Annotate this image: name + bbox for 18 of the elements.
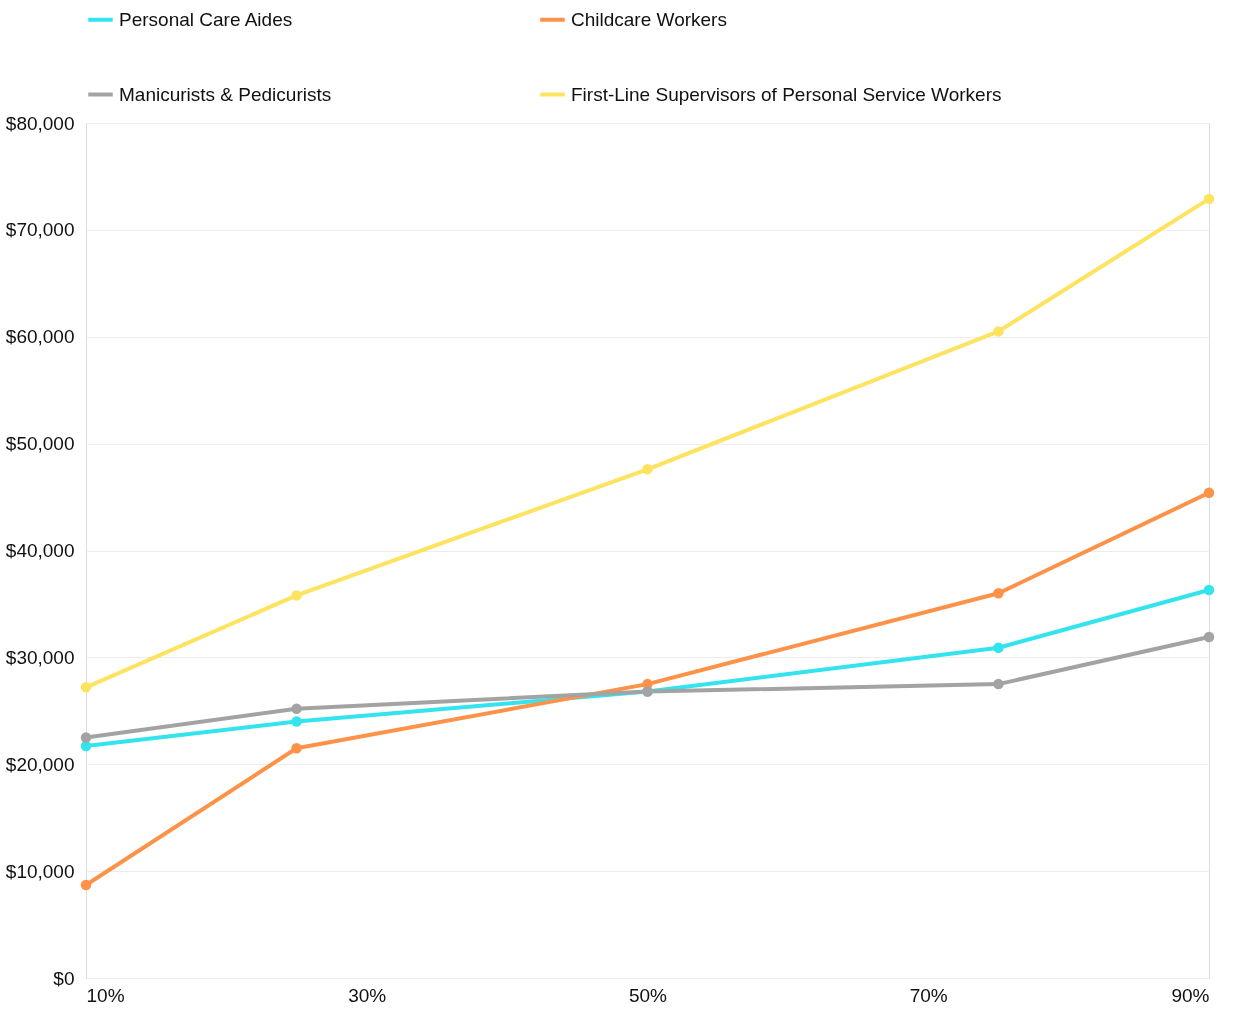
y-tick-label: $30,000 xyxy=(5,646,75,668)
x-tick-label: 70% xyxy=(909,984,948,1006)
y-tick-label: $40,000 xyxy=(5,540,75,561)
y-tick-label: $60,000 xyxy=(5,326,75,348)
y-tick-label: $70,000 xyxy=(5,219,75,241)
y-tick-label: $80,000 xyxy=(5,112,75,134)
x-tick-label: 90% xyxy=(1171,984,1210,1006)
legend-label: First-Line Supervisors of Personal Service Workers xyxy=(571,83,1002,105)
x-tick-label: 50% xyxy=(628,984,668,1006)
y-tick-label: $0 xyxy=(53,967,75,989)
legend-label: Personal Care Aides xyxy=(119,8,293,30)
legend-label: Manicurists & Pedicurists xyxy=(119,83,332,105)
y-tick-label: $50,000 xyxy=(5,433,75,455)
legend-label: Childcare Workers xyxy=(571,8,727,30)
y-tick-label: $10,000 xyxy=(5,860,75,882)
x-tick-label: 30% xyxy=(348,984,387,1006)
x-tick-label: 10% xyxy=(86,984,125,1006)
y-tick-label: $20,000 xyxy=(5,753,75,775)
